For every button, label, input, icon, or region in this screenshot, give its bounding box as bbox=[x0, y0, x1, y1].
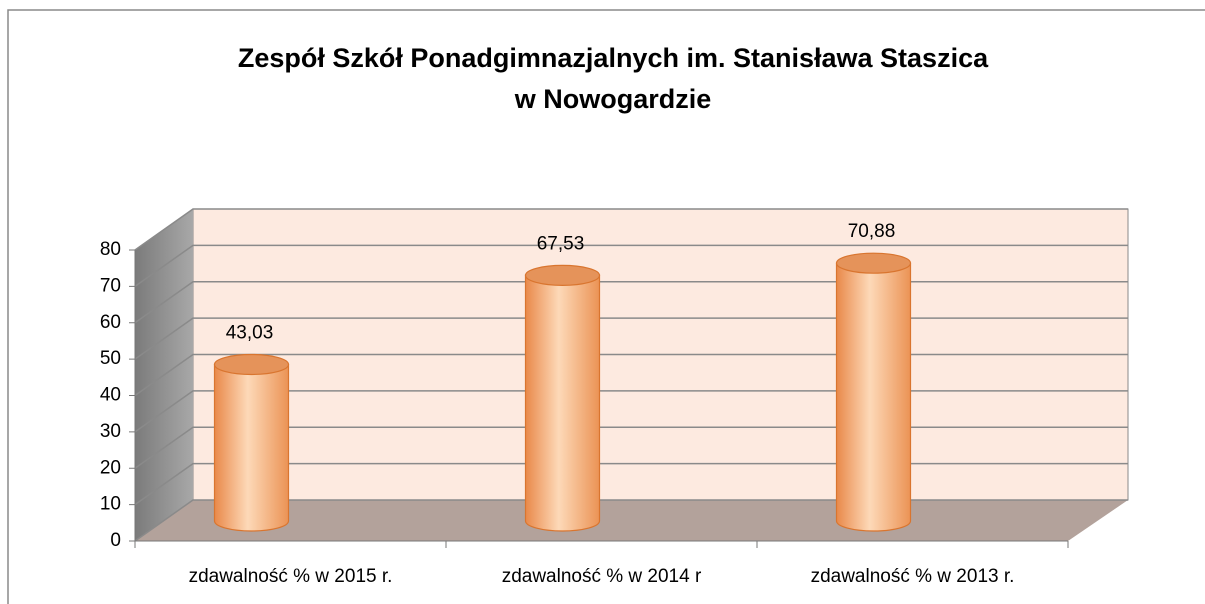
x-tick-label: zdawalność % w 2014 r bbox=[502, 566, 702, 587]
y-tick-label: 10 bbox=[100, 494, 121, 515]
grid-line bbox=[134, 390, 1128, 433]
grid-line bbox=[134, 208, 1128, 251]
data-label: 67,53 bbox=[537, 233, 585, 254]
grid-line bbox=[134, 317, 1128, 360]
grid-line bbox=[134, 244, 1128, 287]
y-tick-label: 50 bbox=[100, 348, 121, 369]
bar-part bbox=[213, 353, 290, 376]
grid-line bbox=[134, 499, 1128, 542]
bar bbox=[835, 252, 912, 532]
bar-part bbox=[835, 252, 912, 274]
data-label: 43,03 bbox=[226, 322, 274, 343]
y-tick-label: 30 bbox=[100, 421, 121, 442]
chart-title: w Nowogardzie bbox=[514, 84, 712, 114]
grid-line bbox=[134, 426, 1128, 469]
bar bbox=[524, 264, 601, 532]
y-tick-label: 70 bbox=[100, 275, 121, 296]
bar-part bbox=[524, 274, 601, 532]
data-label: 70,88 bbox=[848, 221, 896, 242]
chart-title: Zespół Szkół Ponadgimnazjalnych im. Stan… bbox=[238, 43, 989, 73]
bar-part bbox=[524, 264, 601, 286]
y-tick-label: 60 bbox=[100, 312, 121, 333]
y-tick-label: 0 bbox=[110, 530, 121, 551]
bar-part bbox=[835, 262, 912, 532]
y-tick-label: 40 bbox=[100, 385, 121, 406]
y-tick-label: 20 bbox=[100, 457, 121, 478]
grid-line bbox=[134, 353, 1128, 397]
bar bbox=[213, 353, 290, 532]
y-tick-label: 80 bbox=[100, 239, 121, 260]
x-tick-label: zdawalność % w 2015 r. bbox=[189, 566, 393, 587]
grid-line bbox=[134, 462, 1128, 506]
bar-part bbox=[213, 363, 290, 532]
x-tick-label: zdawalność % w 2013 r. bbox=[811, 566, 1015, 587]
grid-line bbox=[134, 281, 1128, 324]
